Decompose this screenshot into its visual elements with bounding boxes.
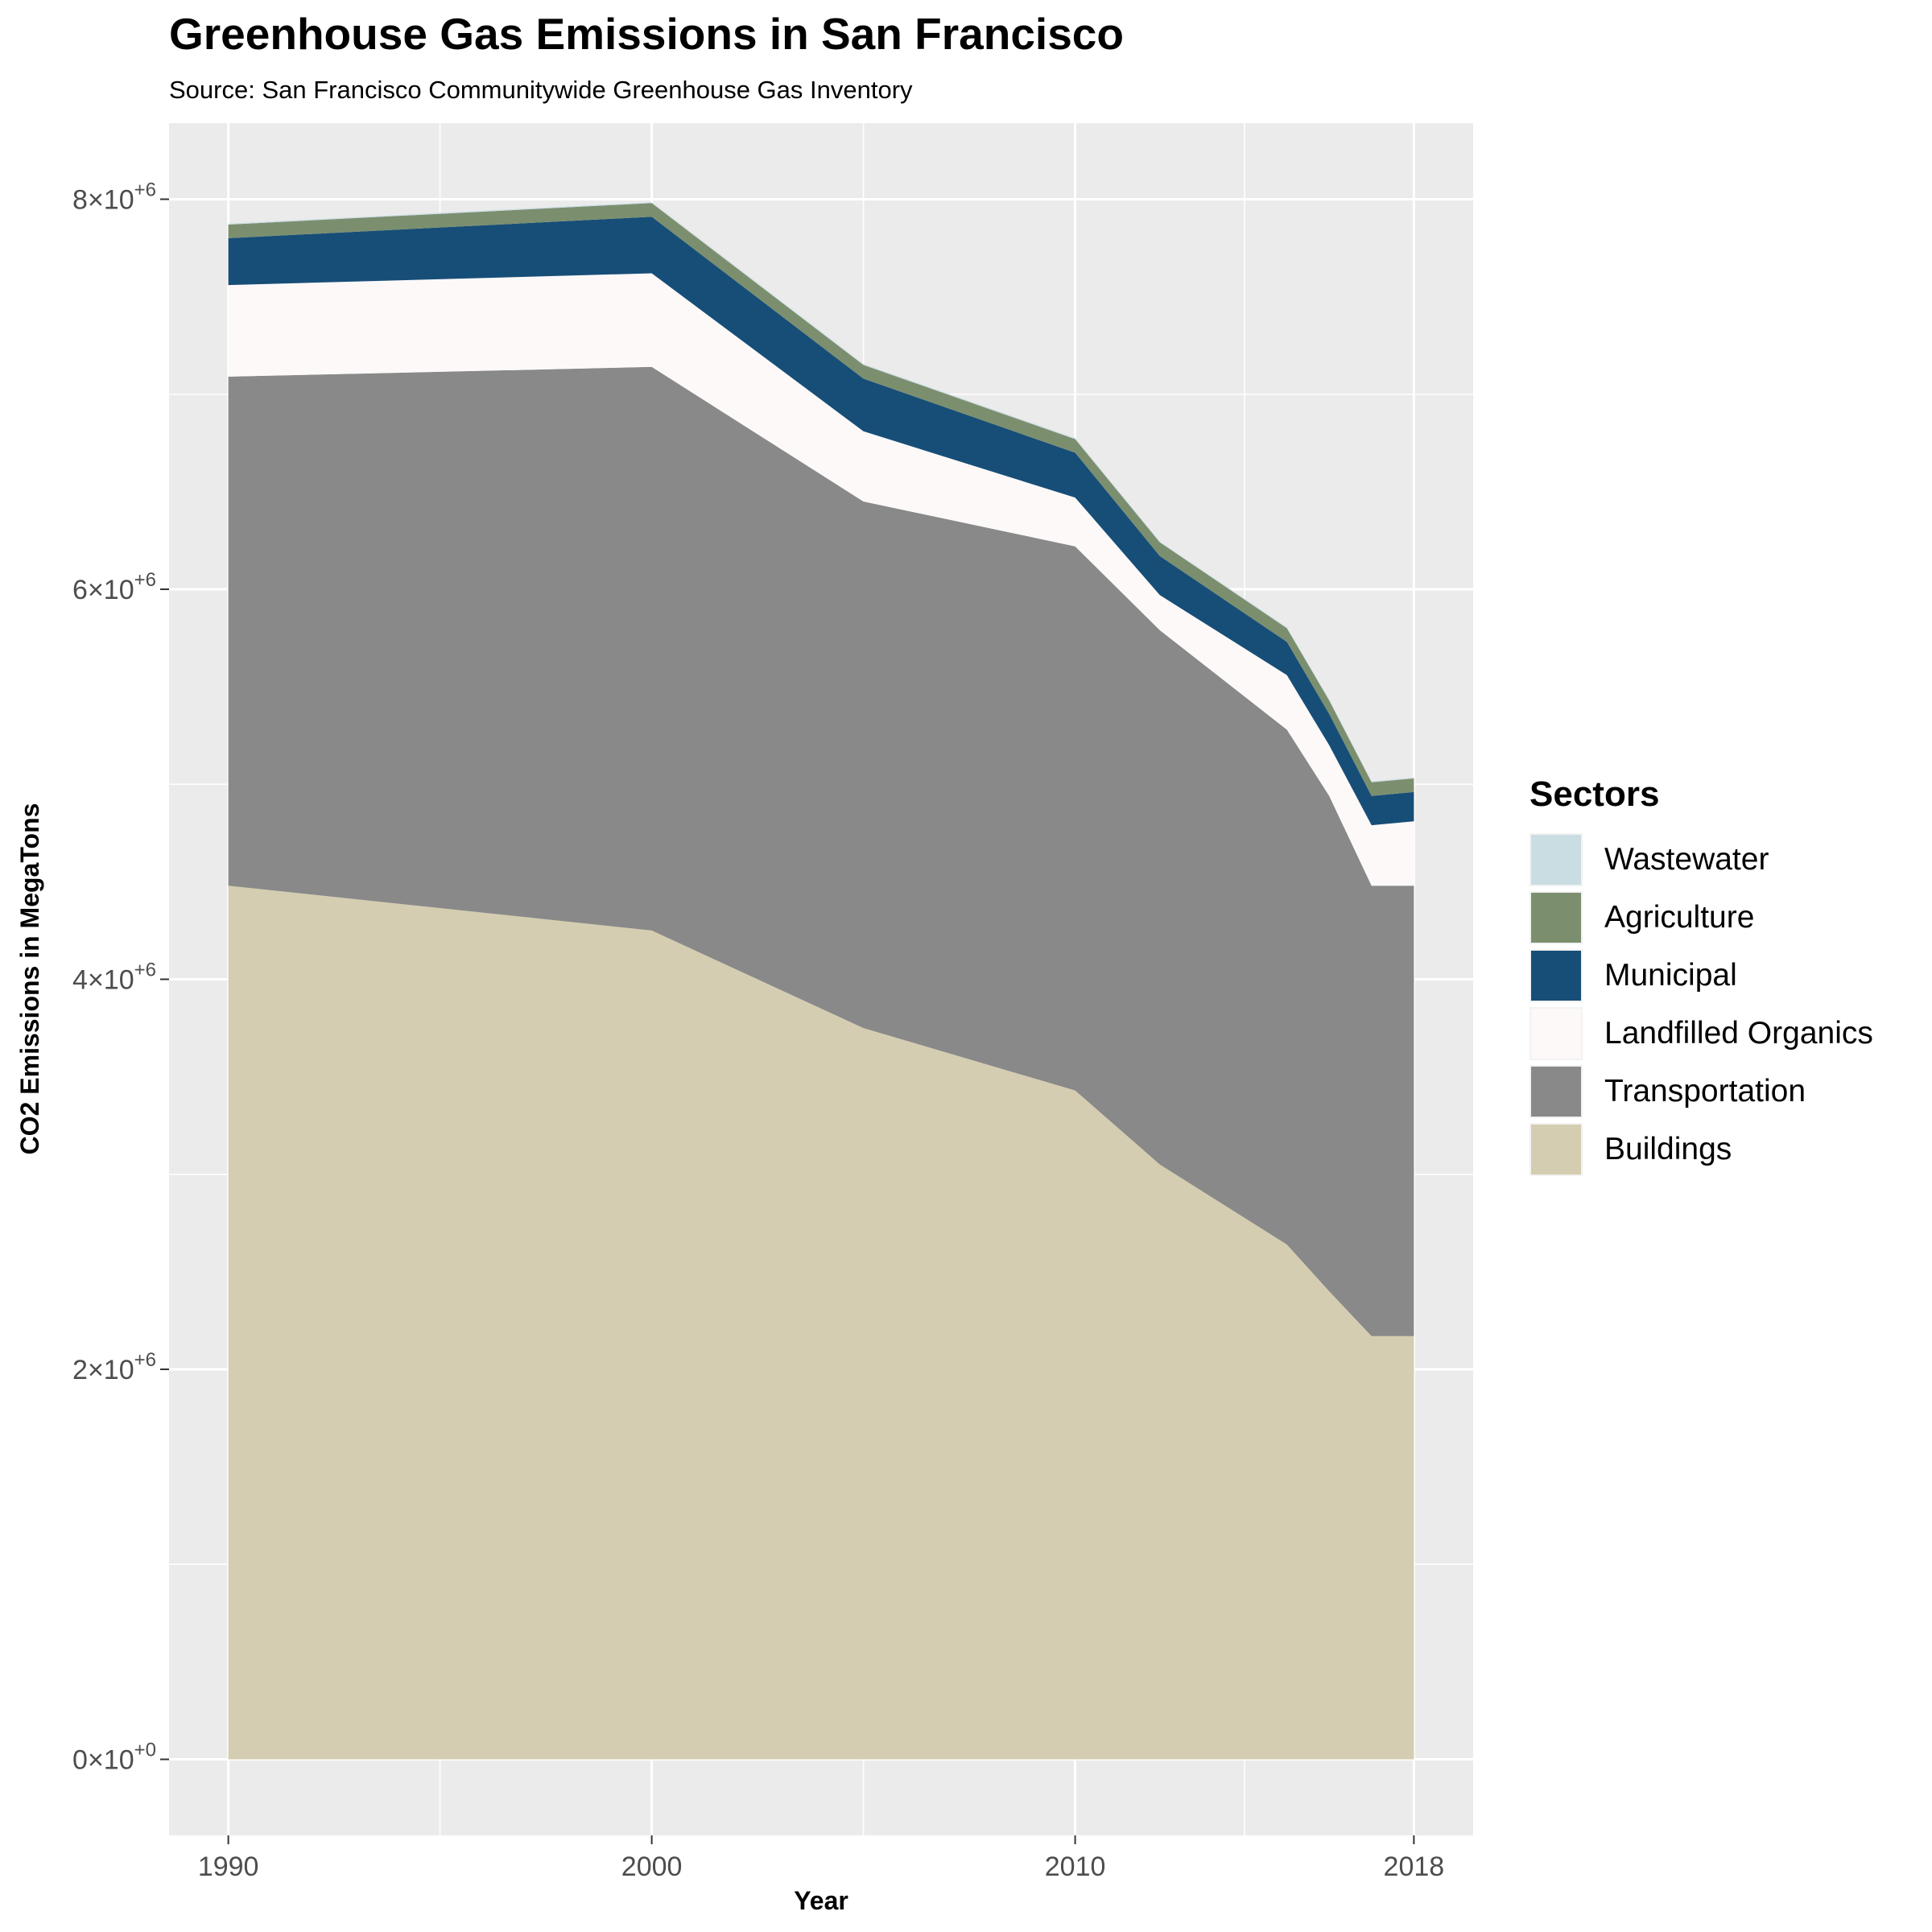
legend-label-agriculture: Agriculture [1604, 900, 1755, 935]
x-axis-title: Year [794, 1886, 848, 1915]
area-transportation [228, 366, 1414, 1336]
y-tick-label-4: 8×10+6 [72, 179, 156, 215]
legend-key-buildings [1530, 1123, 1583, 1176]
legend-item-buildings: Buildings [1530, 1121, 1873, 1179]
legend-key-municipal [1530, 949, 1583, 1002]
y-tick-label-2: 4×10+6 [72, 960, 156, 996]
y-axis-title: CO2 Emissions in MegaTons [15, 803, 44, 1155]
y-tick-label-1: 2×10+6 [72, 1349, 156, 1385]
x-tick-label-1: 2000 [621, 1852, 683, 1882]
legend-item-wastewater: Wastewater [1530, 831, 1873, 889]
legend-label-wastewater: Wastewater [1604, 842, 1769, 877]
legend-label-landfilled-organics: Landfilled Organics [1604, 1016, 1873, 1051]
x-axis: 1990 2000 2010 2018 [198, 1835, 1444, 1882]
area-landfilled-organics [228, 273, 1414, 886]
area-series-group [228, 202, 1414, 1760]
legend-item-agriculture: Agriculture [1530, 889, 1873, 947]
legend-item-transportation: Transportation [1530, 1063, 1873, 1121]
legend: Sectors Wastewater Agriculture Municipal La… [1530, 774, 1873, 1179]
x-tick-label-2: 2010 [1045, 1852, 1106, 1882]
legend-label-transportation: Transportation [1604, 1074, 1806, 1108]
area-buildings [228, 886, 1414, 1760]
legend-key-transportation [1530, 1065, 1583, 1118]
legend-item-landfilled-organics: Landfilled Organics [1530, 1005, 1873, 1063]
legend-key-agriculture [1530, 891, 1583, 944]
legend-label-municipal: Municipal [1604, 958, 1737, 993]
legend-label-buildings: Buildings [1604, 1132, 1732, 1166]
legend-key-landfilled-organics [1530, 1007, 1583, 1060]
legend-title: Sectors [1530, 774, 1660, 814]
x-tick-label-3: 2018 [1384, 1852, 1445, 1882]
legend-items: Wastewater Agriculture Municipal Landfilled… [1530, 831, 1873, 1179]
chart-title: Greenhouse Gas Emissions in San Francisc… [169, 9, 1124, 59]
y-tick-label-0: 0×10+0 [72, 1740, 156, 1776]
area-municipal [228, 217, 1414, 826]
chart-subtitle: Source: San Francisco Communitywide Gree… [169, 76, 913, 104]
x-tick-label-0: 1990 [198, 1852, 259, 1882]
y-tick-label-3: 6×10+6 [72, 569, 156, 605]
legend-item-municipal: Municipal [1530, 947, 1873, 1005]
y-axis: 0×10+0 2×10+6 4×10+6 6×10+6 8×10+6 [72, 179, 169, 1776]
legend-key-wastewater [1530, 833, 1583, 886]
